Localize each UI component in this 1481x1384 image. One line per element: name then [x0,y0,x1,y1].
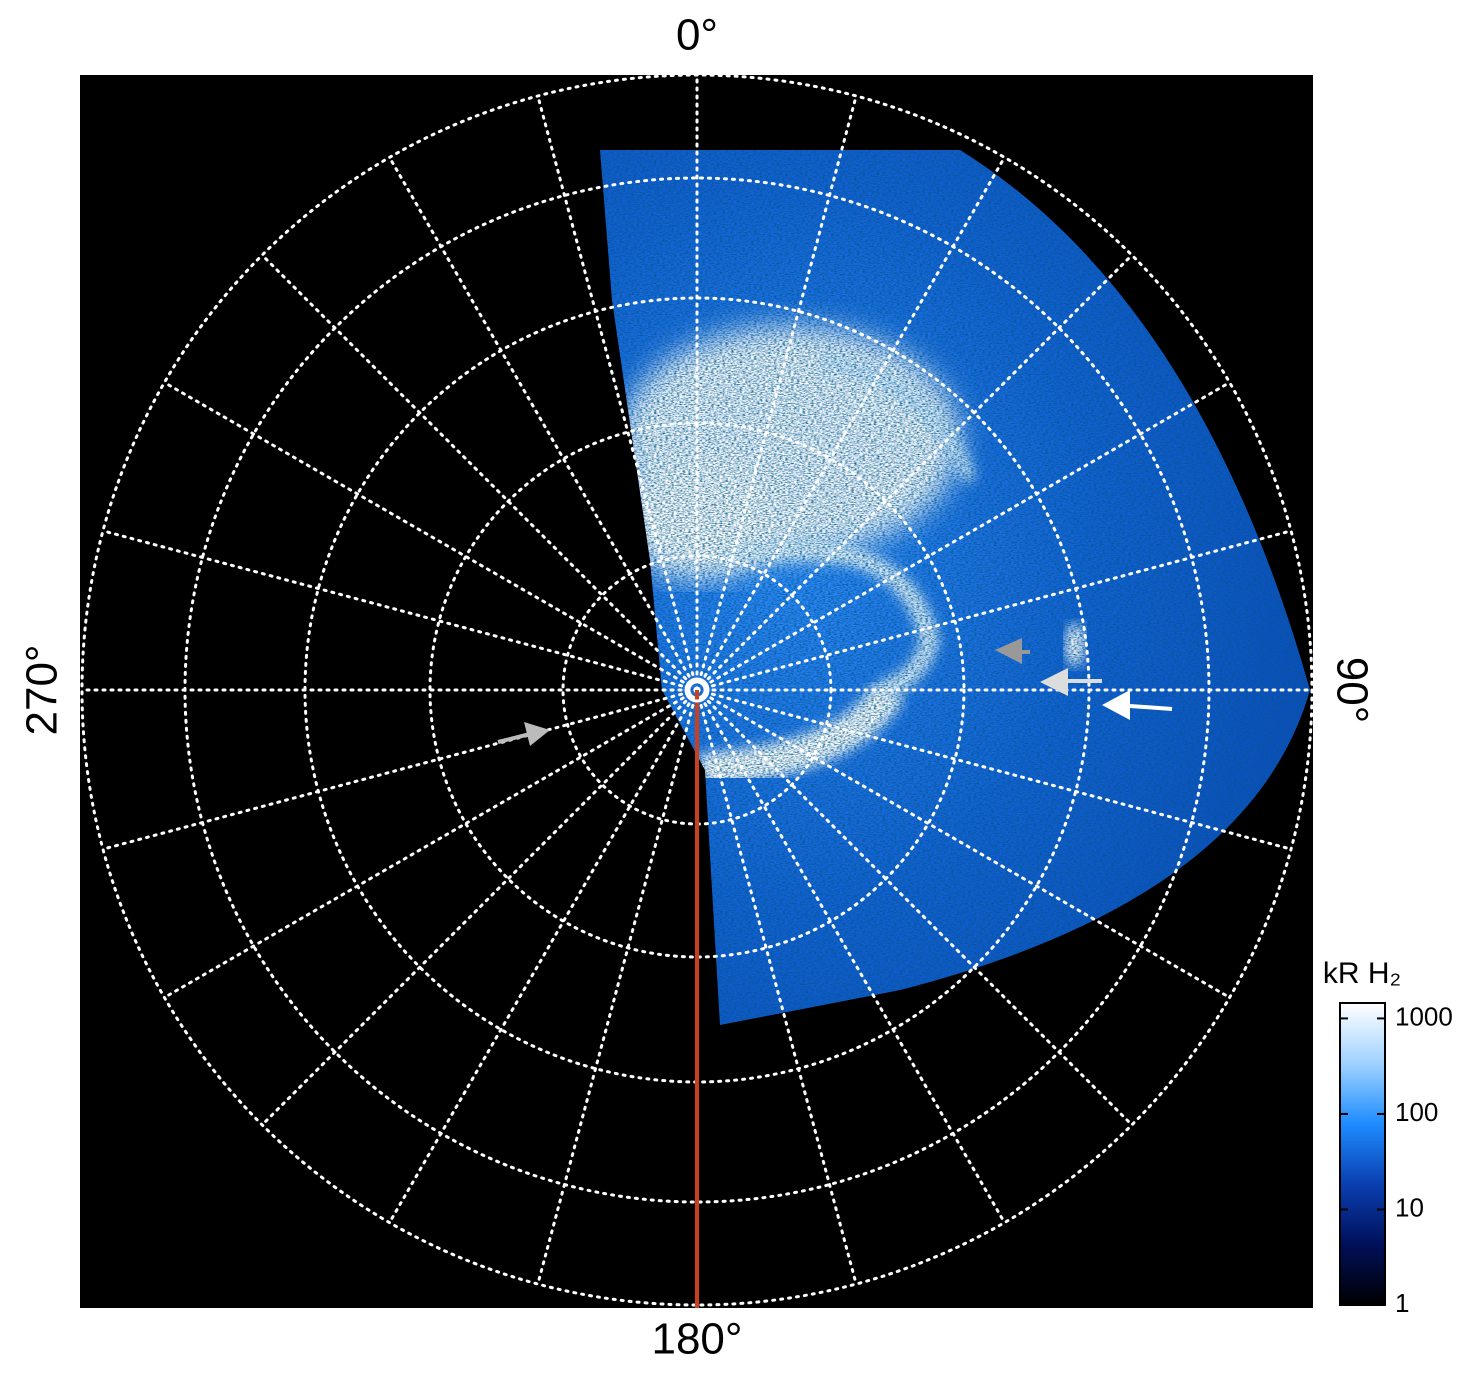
grid-spoke [388,155,699,692]
grid-spoke [695,688,1293,851]
grid-spoke [101,529,699,692]
colorbar-label: kR H₂ [1323,957,1401,990]
grid-spoke [695,688,1232,999]
grid-spoke [695,529,1293,692]
colorbar-tick-label: 1 [1395,1288,1409,1318]
grid-spoke [695,688,1134,1127]
angle-label: 0° [676,11,718,60]
colorbar-tick-label: 1000 [1395,1001,1453,1031]
colorbar-tick-label: 100 [1395,1097,1438,1127]
grid-spoke [536,94,699,692]
polar-grid [80,75,1313,1307]
grid-spoke [101,688,699,851]
grid-spoke [695,688,1006,1225]
grid-spoke [695,253,1134,692]
grid-spoke [536,688,699,1286]
angle-label: 90° [1327,657,1376,724]
grid-spoke [260,253,699,692]
pole-marker [684,677,710,703]
grid-spoke [388,688,699,1225]
grid-spoke [695,94,858,692]
grid-spoke [260,688,699,1127]
grid-ring [80,75,1313,1307]
colorbar-tick-label: 10 [1395,1192,1424,1222]
grid-spoke [162,381,699,692]
colorbar [1339,1002,1386,1306]
angle-label: 180° [651,1315,742,1364]
grid-spoke [695,155,1006,692]
grid-spoke [162,688,699,999]
grid-spoke [695,688,858,1286]
arrows [497,638,1173,746]
angle-label: 270° [18,644,67,735]
grid-spoke [695,381,1232,692]
